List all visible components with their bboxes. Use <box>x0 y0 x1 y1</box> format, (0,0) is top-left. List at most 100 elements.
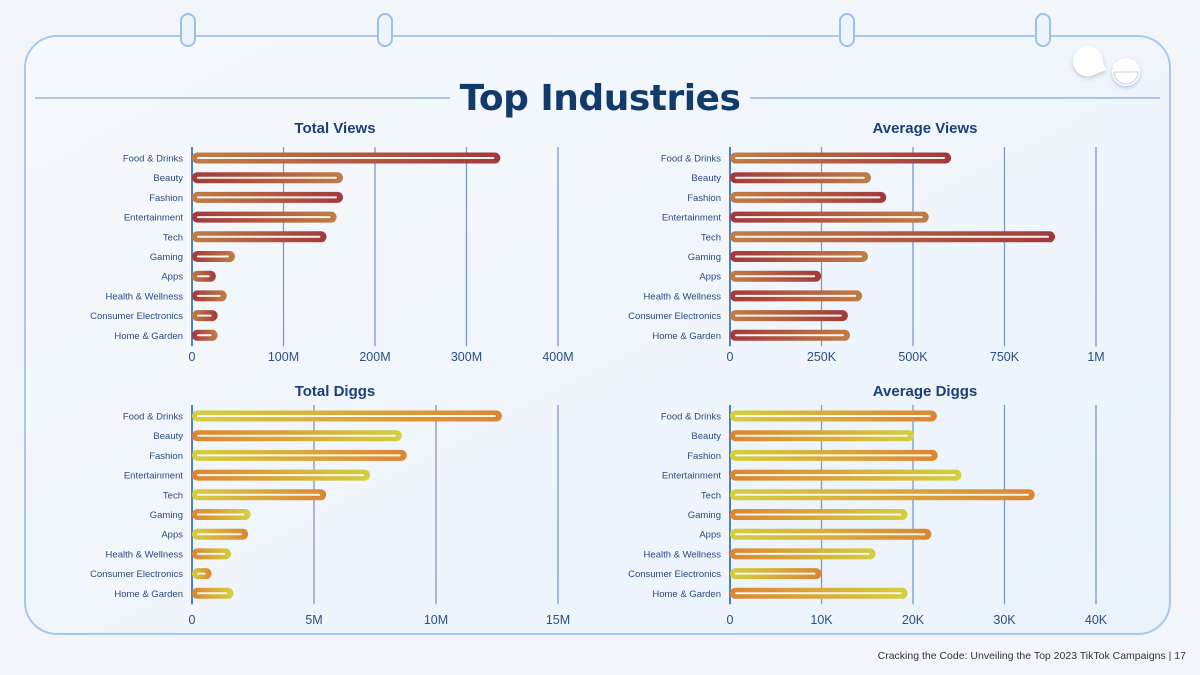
bar-highlight <box>735 474 956 477</box>
binder-rings <box>180 13 1051 47</box>
category-label: Beauty <box>691 173 721 184</box>
category-label: Tech <box>163 232 183 243</box>
bar-highlight <box>735 415 931 417</box>
bar-highlight <box>197 275 210 278</box>
category-label: Fashion <box>149 451 183 462</box>
category-label: Food & Drinks <box>123 412 183 423</box>
chart-average-views: Average Views 0 250K 500K 750K 1M Food & Drink… <box>628 120 1105 364</box>
x-tick-label: 0 <box>189 613 196 627</box>
bar-highlight <box>735 493 1029 496</box>
chart-title: Total Views <box>294 120 375 137</box>
x-tick-label: 0 <box>189 350 196 364</box>
category-label: Fashion <box>687 193 721 204</box>
chart-average-diggs: Average Diggs 0 10K 20K 30K 40K Food & Drinks B… <box>628 383 1108 627</box>
bar-highlight <box>197 176 337 179</box>
bar-highlight <box>735 592 902 595</box>
category-label: Home & Garden <box>652 589 721 600</box>
bar-highlight <box>197 533 243 536</box>
bar-highlight <box>197 415 496 417</box>
x-tick-label: 300M <box>451 350 482 364</box>
category-label: Apps <box>699 272 721 283</box>
bar-highlight <box>197 216 331 219</box>
bar-highlight <box>197 255 230 258</box>
binder-ring <box>839 13 855 47</box>
category-label: Beauty <box>691 431 721 442</box>
category-label: Apps <box>161 272 183 283</box>
chart-total-views: Total Views 0 100M 200M 300M 400M Food & Drink… <box>90 120 574 364</box>
bar-highlight <box>735 176 865 179</box>
chart-total-diggs: Total Diggs 0 5M 10M 15M Food & Drinks Beauty F… <box>90 383 570 627</box>
bar-highlight <box>197 434 396 437</box>
x-tick-label: 5M <box>305 613 322 627</box>
bar-highlight <box>735 314 842 317</box>
category-label: Gaming <box>688 510 721 521</box>
category-label: Health & Wellness <box>644 291 722 302</box>
x-tick-label: 250K <box>807 350 837 364</box>
x-tick-label: 40K <box>1085 613 1108 627</box>
bar-highlight <box>735 434 908 437</box>
category-label: Health & Wellness <box>644 549 722 560</box>
bar-highlight <box>197 592 228 595</box>
category-label: Entertainment <box>662 213 722 224</box>
category-label: Home & Garden <box>114 589 183 600</box>
category-label: Tech <box>163 490 183 501</box>
x-tick-label: 30K <box>993 613 1016 627</box>
category-label: Food & Drinks <box>661 154 721 165</box>
x-tick-label: 400M <box>542 350 573 364</box>
category-label: Home & Garden <box>652 331 721 342</box>
chart-title: Average Views <box>872 120 977 137</box>
bar-highlight <box>735 255 862 258</box>
category-label: Consumer Electronics <box>628 311 721 322</box>
pacman-eyes-logo-icon <box>1073 46 1140 86</box>
chart-title: Total Diggs <box>295 383 376 400</box>
x-tick-label: 0 <box>727 613 734 627</box>
x-tick-label: 100M <box>268 350 299 364</box>
bar-highlight <box>735 157 946 159</box>
binder-ring <box>377 13 393 47</box>
notebook-frame <box>24 35 1171 635</box>
x-tick-label: 20K <box>902 613 925 627</box>
bar-highlight <box>197 235 321 238</box>
category-label: Beauty <box>153 173 183 184</box>
bar-highlight <box>197 572 206 575</box>
page-title: Top Industries <box>459 78 741 119</box>
bar-highlight <box>735 533 926 536</box>
bar-highlight <box>735 572 816 575</box>
category-label: Fashion <box>149 193 183 204</box>
category-label: Health & Wellness <box>106 291 184 302</box>
category-label: Gaming <box>150 252 183 263</box>
x-tick-label: 200M <box>359 350 390 364</box>
bar-highlight <box>197 196 337 199</box>
category-label: Consumer Electronics <box>628 569 721 580</box>
bar-highlight <box>735 552 870 555</box>
bar-highlight <box>735 334 845 337</box>
category-label: Home & Garden <box>114 331 183 342</box>
bar-highlight <box>735 196 881 199</box>
x-tick-label: 500K <box>898 350 928 364</box>
bar-highlight <box>197 157 495 159</box>
bar-highlight <box>197 513 245 516</box>
category-label: Gaming <box>150 510 183 521</box>
footer-caption: Cracking the Code: Unveiling the Top 202… <box>877 650 1186 662</box>
category-label: Fashion <box>687 451 721 462</box>
category-label: Consumer Electronics <box>90 311 183 322</box>
bar-highlight <box>197 314 212 317</box>
binder-ring <box>180 13 196 47</box>
category-label: Beauty <box>153 431 183 442</box>
x-tick-label: 750K <box>990 350 1020 364</box>
category-label: Entertainment <box>662 471 722 482</box>
category-label: Tech <box>701 490 721 501</box>
binder-ring <box>1035 13 1051 47</box>
bar-highlight <box>735 454 932 457</box>
chart-title: Average Diggs <box>873 383 977 400</box>
bar-highlight <box>197 474 365 477</box>
x-tick-label: 10K <box>810 613 833 627</box>
x-tick-label: 10M <box>424 613 448 627</box>
category-label: Food & Drinks <box>123 154 183 165</box>
bar-highlight <box>197 294 221 297</box>
bar-highlight <box>197 493 321 496</box>
bar-highlight <box>197 552 226 555</box>
x-tick-label: 15M <box>546 613 570 627</box>
category-label: Apps <box>161 530 183 541</box>
